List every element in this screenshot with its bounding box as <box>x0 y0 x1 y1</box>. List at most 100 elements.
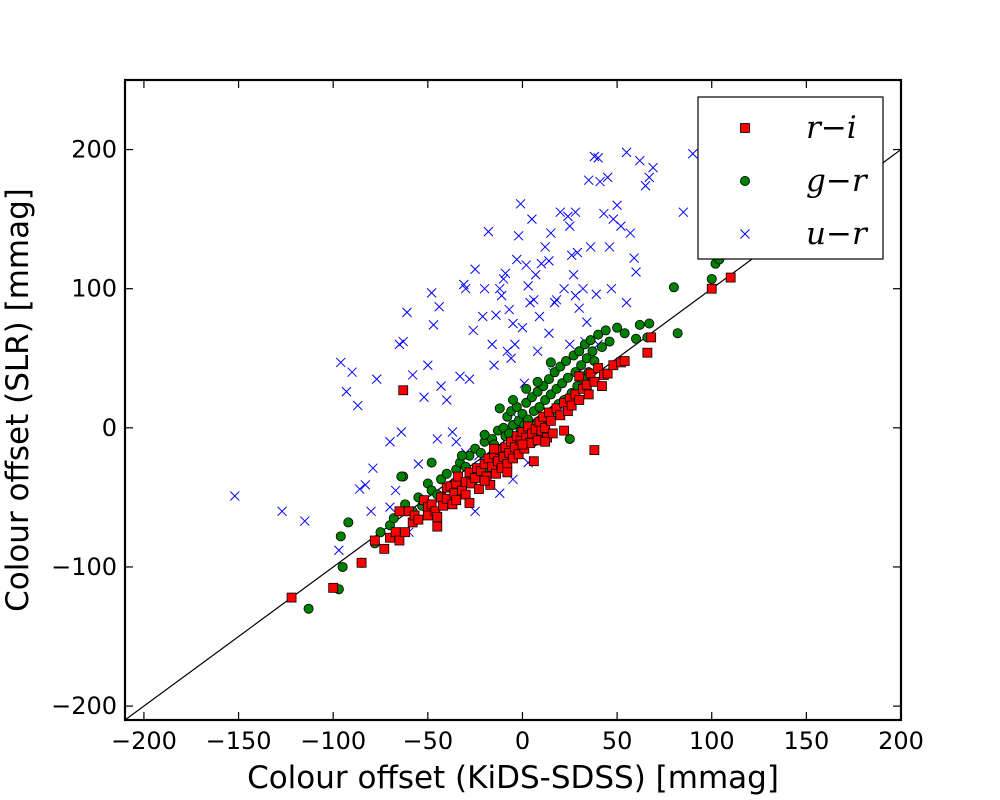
data-point <box>394 535 405 546</box>
data-point <box>434 301 445 312</box>
data-point <box>604 242 615 252</box>
cross-stroke <box>629 253 639 263</box>
x-tick-label: 50 <box>602 727 633 755</box>
cross-stroke <box>229 491 240 501</box>
data-point <box>426 288 437 298</box>
data-point <box>572 247 583 258</box>
data-point <box>527 214 537 224</box>
data-point <box>352 400 363 411</box>
data-point <box>513 230 524 241</box>
data-point <box>453 471 464 482</box>
cross-stroke <box>508 474 518 485</box>
data-point <box>385 502 395 512</box>
x-tick-label: −150 <box>206 727 272 755</box>
cross-stroke <box>517 322 528 333</box>
data-point <box>585 242 596 252</box>
cross-stroke <box>494 488 505 499</box>
data-point <box>574 303 585 314</box>
data-point <box>583 389 594 400</box>
data-point <box>532 376 543 387</box>
data-point <box>513 449 524 460</box>
data-point <box>595 176 605 187</box>
cross-stroke <box>385 502 395 512</box>
data-point <box>441 468 452 479</box>
data-point <box>517 322 528 333</box>
data-point <box>566 250 577 261</box>
data-point <box>464 374 475 384</box>
data-point <box>648 162 658 173</box>
data-point <box>379 543 390 554</box>
cross-stroke <box>352 400 363 411</box>
data-point <box>456 450 467 461</box>
y-tick-label: −100 <box>51 553 117 581</box>
data-point <box>413 459 424 469</box>
y-tick-label: 100 <box>71 275 117 303</box>
data-point <box>534 401 545 412</box>
cross-stroke <box>527 214 537 224</box>
cross-stroke <box>515 198 526 209</box>
data-point <box>491 468 501 479</box>
data-point <box>447 427 458 437</box>
cross-stroke <box>612 200 622 211</box>
data-point <box>299 516 310 526</box>
data-point <box>398 336 409 347</box>
cross-stroke <box>354 484 365 494</box>
data-point <box>640 180 651 191</box>
data-point <box>530 269 541 280</box>
data-point <box>426 457 437 468</box>
cross-stroke <box>591 289 602 300</box>
data-point <box>606 283 617 294</box>
data-point <box>441 395 452 405</box>
data-point <box>508 318 518 329</box>
data-point <box>621 297 632 308</box>
cross-stroke <box>341 386 352 397</box>
legend-marker <box>740 123 750 133</box>
data-point <box>337 561 348 572</box>
y-tick-label: −200 <box>51 692 117 720</box>
legend-label: g−r <box>806 163 869 199</box>
data-point <box>625 228 636 238</box>
cross-stroke <box>390 485 401 496</box>
cross-stroke <box>593 153 604 163</box>
plot-border <box>123 78 903 722</box>
data-point <box>589 151 600 162</box>
cross-stroke <box>371 374 382 384</box>
cross-stroke <box>551 294 562 305</box>
data-point <box>564 221 575 231</box>
cross-stroke <box>464 374 475 384</box>
data-point <box>589 445 600 455</box>
cross-stroke <box>555 207 566 218</box>
legend-marker <box>740 175 751 186</box>
data-point <box>432 511 443 522</box>
cross-stroke <box>687 148 698 159</box>
data-point <box>400 527 411 538</box>
data-point <box>500 268 511 279</box>
cross-stroke <box>534 311 545 322</box>
data-point <box>642 347 653 358</box>
data-point <box>498 274 509 284</box>
cross-stroke <box>589 151 600 162</box>
y-tick-label: 200 <box>71 136 117 164</box>
data-point <box>523 281 533 291</box>
cross-stroke <box>549 297 560 308</box>
legend-box <box>697 96 884 260</box>
data-point <box>549 297 560 308</box>
cross-stroke <box>581 317 592 327</box>
cross-stroke <box>419 392 429 403</box>
legend: r−i g−r u−r <box>697 96 884 260</box>
cross-stroke <box>441 395 452 405</box>
data-point <box>528 294 539 305</box>
data-point <box>371 374 382 384</box>
cross-stroke <box>487 339 498 350</box>
data-point <box>286 592 297 603</box>
data-point <box>517 439 528 450</box>
cross-stroke <box>585 242 596 252</box>
data-point <box>564 433 575 444</box>
data-point <box>369 535 380 546</box>
data-point <box>644 318 655 329</box>
cross-stroke <box>360 480 371 490</box>
data-point <box>470 473 481 483</box>
data-point <box>475 447 486 458</box>
data-point <box>540 422 551 433</box>
